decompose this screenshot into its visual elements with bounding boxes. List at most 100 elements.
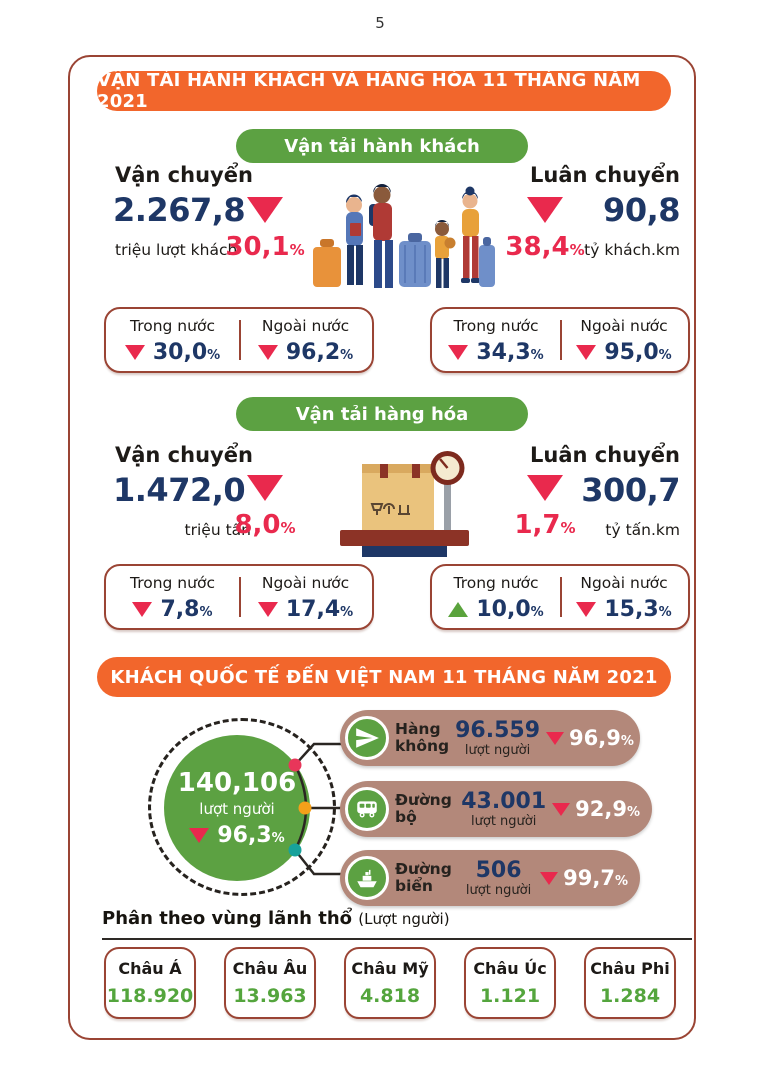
sea-connector-dot	[288, 843, 302, 857]
freight-traffic-change: 1,7%	[500, 475, 590, 540]
region-box-europe: Châu Âu 13.963	[224, 947, 316, 1019]
foreign-change: 15,3	[604, 597, 659, 622]
freight-subheader: Vận tải hàng hóa	[236, 397, 528, 431]
percent-sign: %	[626, 805, 640, 820]
domestic-label: Trong nước	[453, 317, 539, 335]
down-arrow-icon	[576, 345, 597, 360]
bus-icon	[345, 787, 389, 831]
freight-carried-label: Vận chuyển	[115, 443, 253, 467]
percent-sign: %	[530, 348, 544, 363]
freight-traffic-value: 300,7	[581, 471, 680, 509]
foreign-label: Ngoài nước	[580, 317, 668, 335]
ship-icon	[345, 856, 389, 900]
region-name: Châu Á	[118, 959, 182, 978]
regions-row: Châu Á 118.920 Châu Âu 13.963 Châu Mỹ 4.…	[104, 947, 676, 1019]
total-visitors-value: 140,106	[177, 768, 297, 798]
region-name: Châu Mỹ	[351, 959, 429, 978]
percent-sign: %	[340, 605, 354, 620]
percent-sign: %	[560, 519, 576, 537]
regions-unit-note: (Lượt người)	[358, 910, 450, 928]
mode-unit: lượt người	[465, 883, 532, 898]
sea-mode-bar: Đường biển 506 lượt người 99,7%	[340, 850, 640, 906]
passenger-traffic-value: 90,8	[603, 191, 680, 229]
box-divider	[239, 320, 241, 360]
percent-sign: %	[658, 348, 672, 363]
down-arrow-icon	[124, 345, 145, 360]
total-visitors-unit: lượt người	[199, 800, 275, 818]
down-arrow-icon	[189, 828, 210, 843]
down-arrow-icon	[576, 602, 597, 617]
plane-icon	[345, 716, 389, 760]
mode-unit: lượt người	[471, 814, 537, 829]
total-visitors-circle: 140,106 lượt người 96,3%	[164, 735, 310, 881]
foreign-change: 95,0	[604, 340, 659, 365]
passenger-carried-change: 30,1%	[220, 197, 310, 262]
freight-carried-change-pct: 8,0	[234, 510, 281, 540]
travelers-illustration	[313, 184, 495, 288]
passenger-traffic-unit: tỷ khách.km	[584, 241, 680, 259]
box-divider	[239, 577, 241, 617]
region-box-asia: Châu Á 118.920	[104, 947, 196, 1019]
up-arrow-icon	[448, 602, 469, 617]
foreign-label: Ngoài nước	[261, 574, 350, 592]
down-arrow-icon	[132, 602, 153, 617]
regions-divider	[102, 938, 692, 940]
passenger-carried-value: 2.267,8	[113, 191, 246, 229]
region-value: 13.963	[233, 985, 307, 1007]
domestic-label: Trong nước	[130, 317, 215, 335]
road-connector-dot	[298, 801, 312, 815]
passenger-traffic-domestic-box: Trong nước 34,3% Ngoài nước 95,0%	[430, 307, 690, 373]
down-arrow-icon	[247, 475, 283, 501]
freight-carried-unit: triệu tấn	[184, 521, 251, 539]
passenger-subheader: Vận tải hành khách	[236, 129, 528, 163]
region-name: Châu Âu	[232, 959, 308, 978]
percent-sign: %	[340, 348, 354, 363]
percent-sign: %	[658, 605, 672, 620]
content-frame: VẬN TẢI HÀNH KHÁCH VÀ HÀNG HÓA 11 THÁNG …	[68, 55, 696, 1040]
domestic-change: 30,0	[152, 340, 208, 365]
down-arrow-icon	[247, 197, 283, 223]
mode-change-pct: 96,9	[569, 726, 621, 750]
percent-sign: %	[620, 734, 634, 749]
domestic-change: 34,3	[476, 340, 531, 365]
percent-sign: %	[280, 519, 296, 537]
foreign-label: Ngoài nước	[261, 317, 350, 335]
mode-name: Hàng không	[395, 719, 450, 755]
percent-sign: %	[530, 605, 544, 620]
freight-carried-change: 8,0%	[220, 475, 310, 540]
road-mode-bar: Đường bộ 43.001 lượt người 92,9%	[340, 781, 652, 837]
region-value: 1.284	[599, 985, 661, 1007]
down-arrow-icon	[448, 345, 469, 360]
mode-change-pct: 99,7	[563, 866, 615, 890]
page-number: 5	[375, 14, 385, 32]
region-name: Châu Úc	[473, 959, 547, 978]
domestic-label: Trong nước	[453, 574, 539, 592]
visitors-section-header: KHÁCH QUỐC TẾ ĐẾN VIỆT NAM 11 THÁNG NĂM …	[97, 657, 671, 697]
percent-sign: %	[271, 831, 285, 846]
passenger-traffic-change-pct: 38,4	[505, 232, 570, 262]
freight-traffic-unit: tỷ tấn.km	[605, 521, 680, 539]
transport-section-header: VẬN TẢI HÀNH KHÁCH VÀ HÀNG HÓA 11 THÁNG …	[97, 70, 671, 112]
freight-carried-value: 1.472,0	[113, 471, 246, 509]
passenger-traffic-label: Luân chuyển	[530, 163, 680, 187]
mode-value: 506	[475, 858, 522, 883]
regions-title-text: Phân theo vùng lãnh thổ	[102, 908, 353, 929]
region-value: 118.920	[106, 985, 194, 1007]
connector-lines	[288, 742, 346, 876]
passenger-carried-unit: triệu lượt khách	[115, 241, 238, 259]
domestic-change: 7,8	[160, 597, 200, 622]
down-arrow-icon	[257, 345, 278, 360]
percent-sign: %	[199, 605, 213, 620]
region-box-america: Châu Mỹ 4.818	[344, 947, 436, 1019]
down-arrow-icon	[546, 731, 565, 745]
percent-sign: %	[207, 348, 221, 363]
down-arrow-icon	[527, 475, 563, 501]
passenger-carried-change-pct: 30,1	[225, 232, 290, 262]
regions-title: Phân theo vùng lãnh thổ (Lượt người)	[102, 908, 450, 929]
region-value: 1.121	[479, 985, 541, 1007]
freight-carried-domestic-box: Trong nước 7,8% Ngoài nước 17,4%	[104, 564, 374, 630]
region-name: Châu Phi	[590, 959, 670, 978]
passenger-traffic-change: 38,4%	[500, 197, 590, 262]
percent-sign: %	[614, 874, 628, 889]
region-box-africa: Châu Phi 1.284	[584, 947, 676, 1019]
